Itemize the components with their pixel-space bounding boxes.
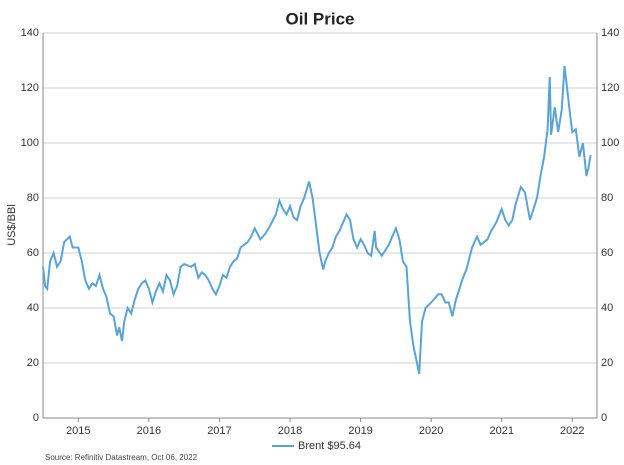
x-tick-label: 2015: [66, 425, 90, 437]
x-tick-label: 2020: [419, 425, 443, 437]
y-tick-label: 60: [27, 247, 39, 259]
source-note: Source: Refinitiv Datastream, Oct 06, 20…: [45, 453, 198, 462]
y-tick-label: 20: [27, 357, 39, 369]
x-tick-label: 2021: [489, 425, 513, 437]
y-tick-label: 40: [27, 302, 39, 314]
x-tick-label: 2019: [348, 425, 372, 437]
y2-tick-label: 20: [601, 357, 613, 369]
data-line: [42, 65, 592, 375]
x-tick-label: 2016: [137, 425, 161, 437]
x-tick-label: 2022: [560, 425, 584, 437]
chart-title: Oil Price: [286, 9, 355, 28]
legend-label: Brent $95.64: [298, 440, 361, 452]
y-tick-label: 0: [33, 412, 39, 424]
y2-tick-label: 140: [601, 27, 619, 39]
y2-tick-label: 100: [601, 137, 619, 149]
x-tick-label: 2018: [278, 425, 302, 437]
y2-tick-label: 80: [601, 192, 613, 204]
x-tick-label: 2017: [207, 425, 231, 437]
y-tick-label: 140: [21, 27, 39, 39]
y-tick-label: 80: [27, 192, 39, 204]
y2-tick-label: 60: [601, 247, 613, 259]
y-axis-label: US$/BBl: [6, 204, 18, 246]
y-tick-label: 100: [21, 137, 39, 149]
y-tick-label: 120: [21, 82, 39, 94]
y2-tick-label: 40: [601, 302, 613, 314]
y2-tick-label: 0: [601, 412, 607, 424]
y2-tick-label: 120: [601, 82, 619, 94]
